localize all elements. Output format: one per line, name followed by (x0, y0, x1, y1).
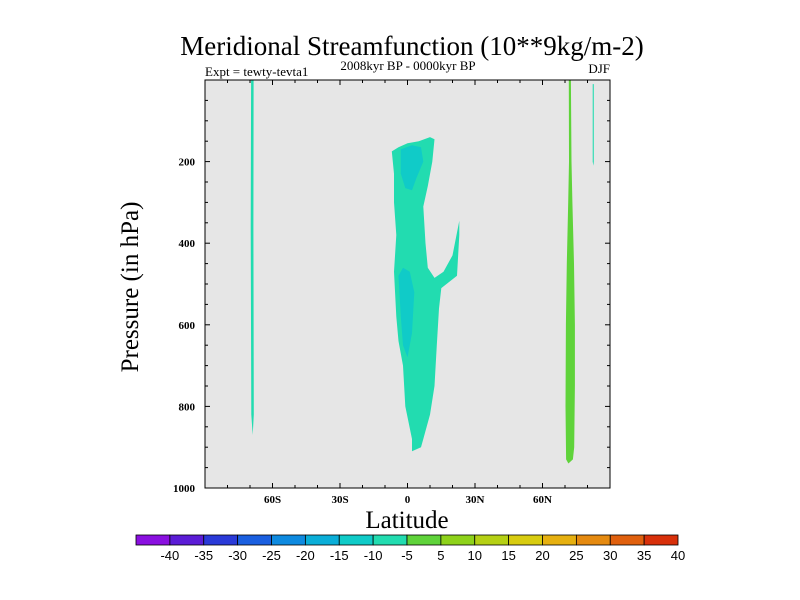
chart-title: Meridional Streamfunction (10**9kg/m-2) (180, 31, 643, 61)
colorbar-swatch (271, 534, 306, 546)
colorbar-swatch (304, 534, 340, 546)
colorbar-swatch (237, 534, 272, 546)
colorbar-label: -15 (330, 548, 349, 563)
colorbar-label: -35 (194, 548, 213, 563)
colorbar-swatch (474, 534, 510, 546)
x-tick-label: 0 (405, 494, 411, 506)
y-axis-label: Pressure (in hPa) (117, 202, 144, 373)
y-tick-label: 200 (179, 157, 196, 169)
x-axis-label: Latitude (365, 507, 448, 534)
colorbar-label: 10 (468, 548, 482, 563)
colorbar-swatch (542, 534, 577, 546)
colorbar-swatch (609, 534, 645, 546)
colorbar-label: 5 (437, 548, 444, 563)
contour-tropical-cell-inner-2 (398, 267, 415, 358)
x-tick-label: 60N (533, 494, 552, 506)
colorbar-swatch (508, 534, 543, 546)
colorbar-swatch (203, 534, 239, 546)
contour-sh-high-lat-cell (250, 80, 254, 435)
colorbar-label: -10 (364, 548, 383, 563)
x-tick-label: 30N (466, 494, 485, 506)
x-tick-label: 60S (264, 494, 281, 506)
colorbar-swatch (338, 534, 374, 546)
colorbar-label: -25 (262, 548, 281, 563)
season-label: DJF (588, 61, 610, 76)
experiment-label: Expt = tewty-tevta1 (205, 64, 308, 79)
contour-nh-polar-cell (592, 84, 594, 166)
colorbar-swatch (643, 534, 679, 546)
colorbar-label: 30 (603, 548, 617, 563)
colorbar-label: 20 (535, 548, 549, 563)
colorbar-label: 15 (501, 548, 515, 563)
colorbar-label: -30 (228, 548, 247, 563)
colorbar-swatch (372, 534, 408, 546)
colorbar-swatch (169, 534, 205, 546)
colorbar-label: -40 (160, 548, 179, 563)
plot-area: 60S 30S 0 30N 60N 200 400 600 800 1000 (173, 79, 611, 506)
colorbar-label: 35 (637, 548, 651, 563)
period-label: 2008kyr BP - 0000kyr BP (340, 58, 475, 73)
colorbar-swatch (135, 534, 171, 546)
y-tick-label: 400 (179, 238, 196, 250)
x-tick-label: 30S (331, 494, 348, 506)
colorbar-swatch (440, 534, 476, 546)
colorbar-swatch (575, 534, 611, 546)
colorbar-swatch (406, 534, 442, 546)
y-tick-label: 600 (179, 320, 196, 332)
contour-nh-high-lat-cell (565, 80, 575, 464)
colorbar-label: -20 (296, 548, 315, 563)
contour-tropical-cell-outer (391, 137, 460, 452)
y-tick-label: 1000 (173, 483, 196, 495)
y-tick-label: 800 (179, 401, 196, 413)
contour-tropical-cell-inner-1 (400, 145, 424, 191)
colorbar-label: -5 (401, 548, 413, 563)
colorbar-label: 40 (671, 548, 685, 563)
colorbar-label: 25 (569, 548, 583, 563)
colorbar: -40 -35 -30 -25 -20 -15 -10 -5 5 10 15 20 25 30 35 40 (135, 534, 685, 563)
